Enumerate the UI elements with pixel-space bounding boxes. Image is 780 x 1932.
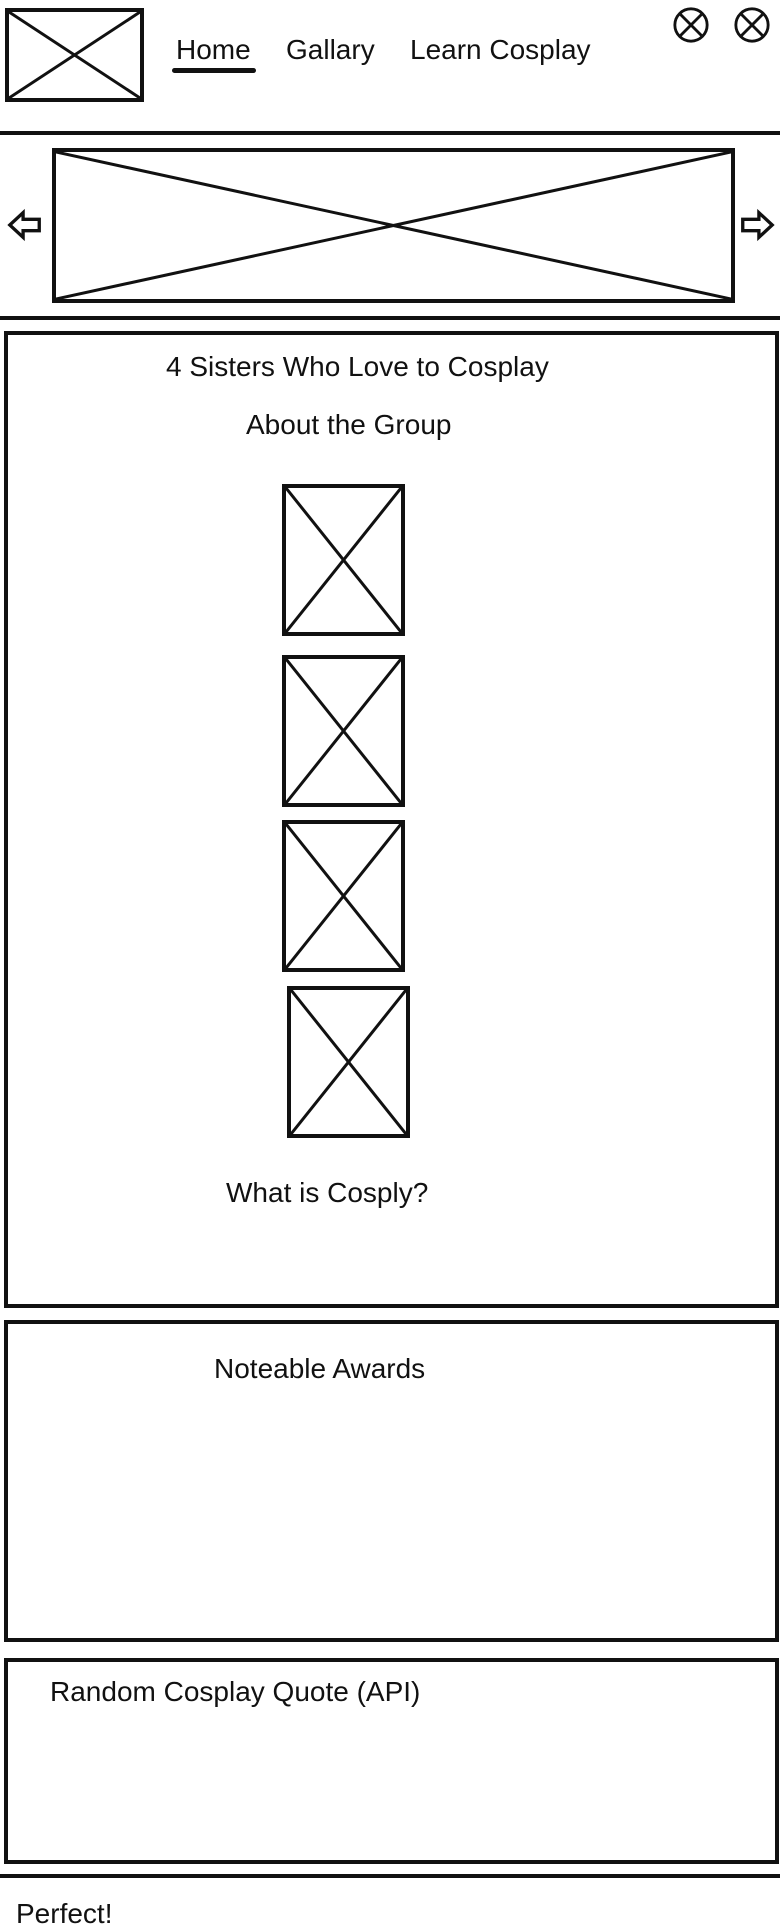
header-divider	[0, 131, 780, 135]
member-image-2[interactable]	[282, 655, 405, 807]
nav-gallery-link[interactable]: Gallary	[286, 34, 375, 65]
logo-image[interactable]	[5, 8, 144, 102]
image-placeholder-icon	[286, 824, 401, 968]
quote-title: Random Cosplay Quote (API)	[50, 1676, 421, 1707]
about-title: 4 Sisters Who Love to Cosplay	[166, 351, 549, 382]
image-placeholder-icon	[291, 990, 406, 1134]
carousel-slide[interactable]	[52, 148, 735, 303]
nav-home-active-indicator	[172, 68, 256, 73]
what-is-cosplay-heading: What is Cosply?	[226, 1177, 429, 1208]
about-section	[4, 331, 779, 1308]
arrow-left-icon[interactable]	[6, 206, 44, 244]
member-image-3[interactable]	[282, 820, 405, 972]
image-placeholder-icon	[286, 488, 401, 632]
image-placeholder-icon	[9, 12, 140, 98]
arrow-right-icon[interactable]	[738, 206, 776, 244]
carousel-divider	[0, 316, 780, 320]
image-placeholder-icon	[286, 659, 401, 803]
awards-title: Noteable Awards	[214, 1353, 426, 1384]
footer-text: Perfect!	[16, 1898, 113, 1929]
close-circle-icon[interactable]	[733, 6, 771, 44]
member-image-4[interactable]	[287, 986, 410, 1138]
quote-section	[4, 1658, 779, 1864]
nav-home-link[interactable]: Home	[176, 34, 251, 65]
member-image-1[interactable]	[282, 484, 405, 636]
about-subtitle: About the Group	[246, 409, 452, 440]
close-circle-icon[interactable]	[672, 6, 710, 44]
awards-section	[4, 1320, 779, 1642]
nav-learn-cosplay-link[interactable]: Learn Cosplay	[410, 34, 591, 65]
image-placeholder-icon	[56, 152, 731, 299]
footer-divider	[0, 1874, 780, 1878]
